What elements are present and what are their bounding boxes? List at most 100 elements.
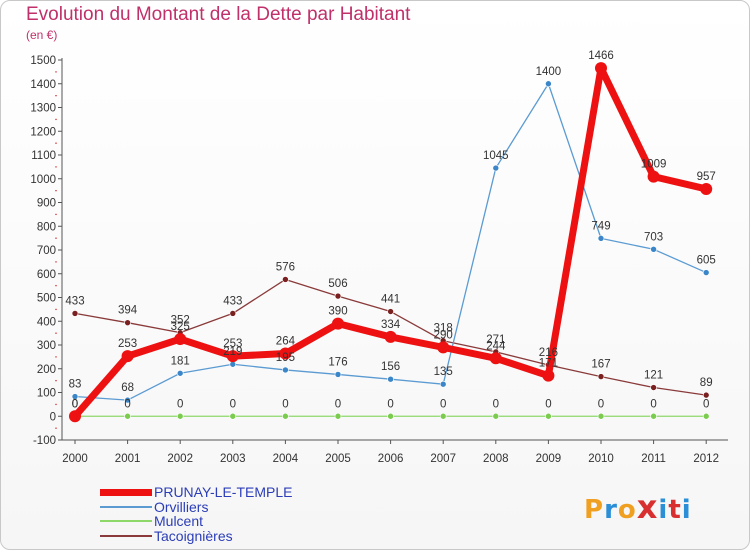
data-point-3 (650, 384, 657, 391)
y-minor-dot (55, 94, 57, 97)
y-tick-label: 100 (37, 388, 56, 400)
legend-label: Tacoignières (154, 527, 233, 544)
logo-letter: i (681, 495, 692, 525)
data-point-3 (282, 276, 289, 283)
y-minor-dot (55, 166, 57, 168)
data-label: 576 (276, 261, 295, 273)
legend-label: Orvilliers (154, 498, 209, 515)
data-label: 0 (703, 398, 709, 410)
logo-letter: P (584, 495, 605, 525)
data-label: 703 (644, 231, 663, 243)
data-label: 135 (434, 366, 453, 378)
data-point-2 (439, 412, 447, 420)
y-minor-dot (55, 118, 57, 121)
y-minor-dot (55, 237, 57, 239)
x-tick-label: 2008 (483, 453, 509, 465)
data-label: 0 (282, 398, 288, 410)
data-point-0 (226, 350, 239, 363)
data-point-1 (439, 380, 447, 388)
data-label: 957 (697, 171, 716, 183)
logo-letter: x (636, 488, 659, 526)
data-label: 171 (539, 358, 558, 370)
logo-letter: t (668, 495, 682, 525)
x-tick-label: 2003 (220, 453, 246, 465)
data-point-0 (700, 182, 713, 195)
data-point-0 (595, 62, 607, 75)
data-point-3 (702, 391, 710, 399)
data-label: 0 (230, 398, 236, 410)
y-tick-label: 300 (37, 340, 56, 352)
data-point-0 (542, 369, 555, 382)
data-point-3 (124, 319, 131, 326)
data-point-1 (545, 80, 552, 88)
data-label: 433 (65, 295, 84, 307)
data-label: 433 (223, 295, 242, 307)
data-label: 1045 (483, 150, 509, 162)
y-tick-label: 0 (50, 411, 56, 423)
y-tick-label: 600 (37, 269, 56, 281)
y-minor-dot (55, 213, 57, 216)
legend-label: Mulcent (154, 513, 204, 529)
y-tick-label: 1500 (30, 55, 56, 67)
data-label: 1466 (588, 50, 614, 62)
data-point-1 (387, 375, 394, 383)
data-point-3 (229, 310, 237, 317)
data-label: 264 (276, 336, 296, 348)
data-point-3 (597, 373, 605, 380)
data-label: 176 (328, 356, 347, 368)
data-label: 352 (171, 315, 190, 327)
series-line-1 (74, 83, 707, 401)
data-label: 219 (223, 346, 242, 358)
data-label: 0 (72, 398, 78, 410)
data-point-3 (387, 308, 394, 315)
data-label: 68 (121, 382, 134, 394)
data-label: 1400 (536, 66, 562, 78)
y-minor-dot (55, 356, 57, 358)
data-label: 0 (440, 398, 446, 410)
y-tick-label: 1300 (30, 103, 56, 115)
x-tick-label: 2006 (378, 453, 404, 465)
logo-letter: i (658, 495, 669, 525)
data-point-2 (176, 412, 184, 420)
data-point-1 (334, 371, 342, 378)
data-label: 390 (328, 306, 347, 318)
data-point-0 (437, 341, 450, 354)
data-label: 0 (335, 398, 341, 410)
data-point-0 (174, 333, 187, 346)
data-point-2 (650, 412, 657, 420)
y-minor-dot (55, 332, 57, 334)
data-point-1 (71, 393, 79, 400)
data-label: 0 (545, 398, 551, 410)
data-label: 441 (381, 294, 400, 306)
data-point-2 (334, 412, 342, 420)
data-label: 0 (493, 398, 499, 410)
y-minor-dot (55, 284, 57, 287)
data-point-2 (545, 412, 552, 420)
data-point-3 (334, 292, 342, 300)
data-label: 749 (591, 220, 610, 232)
data-point-1 (282, 366, 289, 374)
data-label: 0 (598, 398, 604, 410)
data-label: 506 (328, 278, 347, 290)
data-label: 167 (591, 359, 610, 371)
y-tick-label: 200 (37, 364, 56, 376)
data-label: 156 (381, 361, 400, 373)
x-tick-label: 2004 (273, 453, 299, 465)
data-point-2 (597, 412, 605, 420)
legend-swatch (100, 534, 152, 537)
data-label: 290 (434, 329, 453, 341)
y-tick-label: 800 (37, 221, 56, 233)
chart-subtitle: (en €) (26, 28, 58, 42)
y-minor-dot (55, 308, 57, 311)
data-point-1 (702, 269, 710, 276)
data-label: 181 (171, 355, 190, 367)
data-point-1 (597, 235, 605, 242)
x-tick-label: 2011 (641, 453, 666, 465)
data-point-2 (387, 412, 394, 420)
data-label: 253 (223, 338, 242, 350)
x-tick-label: 2007 (430, 453, 456, 465)
x-tick-label: 2012 (693, 453, 719, 465)
y-tick-label: 900 (37, 198, 56, 210)
data-label: 0 (72, 398, 78, 410)
data-point-0 (647, 170, 660, 183)
